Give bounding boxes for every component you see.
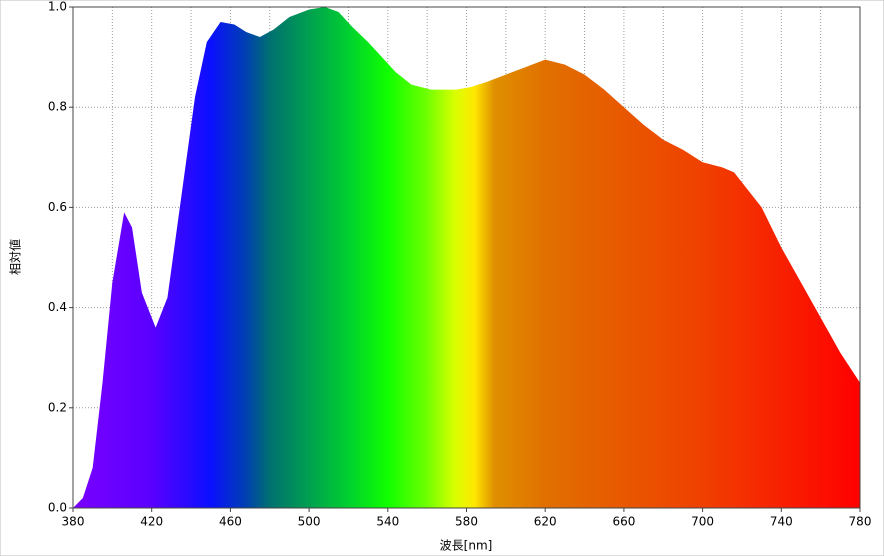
y-tick-label: 1.0 — [48, 0, 67, 14]
x-tick-label: 380 — [62, 515, 85, 529]
x-tick-label: 700 — [691, 515, 714, 529]
x-tick-label: 780 — [849, 515, 872, 529]
x-tick-label: 580 — [455, 515, 478, 529]
y-tick-label: 0.8 — [48, 100, 67, 114]
y-tick-label: 0.0 — [48, 501, 67, 515]
x-tick-label: 420 — [140, 515, 163, 529]
y-axis-title: 相対値 — [8, 239, 23, 275]
x-tick-label: 620 — [534, 515, 557, 529]
x-tick-label: 540 — [376, 515, 399, 529]
x-tick-label: 500 — [298, 515, 321, 529]
y-tick-label: 0.6 — [48, 200, 67, 214]
x-axis-title: 波長[nm] — [440, 539, 493, 553]
x-tick-label: 740 — [770, 515, 793, 529]
y-tick-label: 0.2 — [48, 400, 67, 414]
x-tick-label: 660 — [612, 515, 635, 529]
x-tick-label: 460 — [219, 515, 242, 529]
spectrum-area — [73, 7, 860, 508]
y-tick-label: 0.4 — [48, 300, 67, 314]
